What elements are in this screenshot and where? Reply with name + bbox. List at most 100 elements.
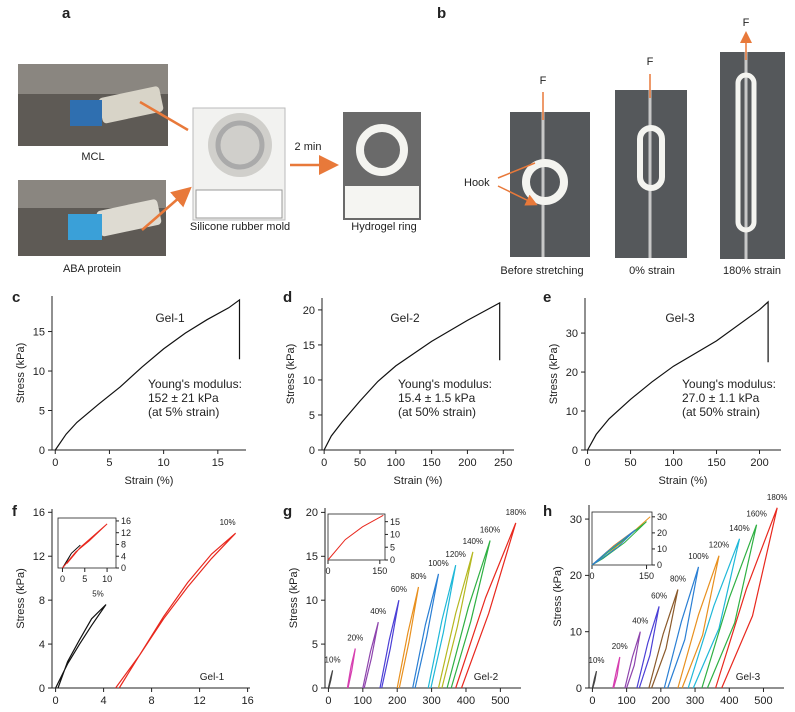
series-label: 180% <box>767 493 787 502</box>
x-tick-label: 100 <box>387 457 405 469</box>
y-tick-label: 16 <box>33 507 45 519</box>
panel-label: a <box>62 5 71 22</box>
y-tick-label: 20 <box>303 305 315 317</box>
x-tick-label: 12 <box>193 695 205 707</box>
y-tick-label: 30 <box>566 328 578 340</box>
y-tick-label: 0 <box>576 683 582 695</box>
y-tick-label: 15 <box>390 517 400 527</box>
x-tick-label: 0 <box>325 566 330 576</box>
y-tick-label: 0 <box>312 683 318 695</box>
panel-label: e <box>543 289 551 306</box>
x-tick-label: 0 <box>53 695 59 707</box>
caption: ABA protein <box>63 263 121 275</box>
data-line <box>612 656 621 689</box>
y-tick-label: 5 <box>390 542 395 552</box>
chart: 0 5 10 15 0 5 10 15 Strain (%) Stress (kPa) Gel-1 Y… <box>12 289 246 487</box>
data-line <box>591 529 636 566</box>
x-tick-label: 500 <box>754 695 772 707</box>
force-label: F <box>743 17 750 29</box>
caption: 180% strain <box>723 265 781 277</box>
series-label: 160% <box>746 510 766 519</box>
force-label: F <box>647 56 654 68</box>
series-label: 40% <box>370 607 386 616</box>
caption: 0% strain <box>629 265 675 277</box>
y-tick-label: 4 <box>39 639 45 651</box>
panel-label: b <box>437 5 446 22</box>
x-tick-label: 300 <box>686 695 704 707</box>
inset-frame <box>327 513 386 561</box>
annotation-label: Gel-3 <box>736 672 761 683</box>
y-tick-label: 15 <box>306 551 318 563</box>
clip <box>68 214 102 240</box>
ring <box>637 125 665 191</box>
annotation-label: Gel-2 <box>474 672 499 683</box>
series-label: 80% <box>670 574 686 583</box>
y-tick-label: 10 <box>33 366 45 378</box>
data-line <box>323 301 501 451</box>
x-tick-label: 100 <box>354 695 372 707</box>
x-axis-label: Strain (%) <box>659 475 708 487</box>
series-label: 160% <box>480 525 500 534</box>
y-tick-label: 20 <box>566 367 578 379</box>
ring <box>356 124 408 176</box>
y-tick-label: 0 <box>390 555 395 565</box>
series-label: 20% <box>612 642 628 651</box>
y-axis-label: Stress (kPa) <box>15 568 27 629</box>
caption: MCL <box>81 151 104 163</box>
series-label: 10% <box>325 655 341 664</box>
data-line <box>62 523 108 569</box>
chart: 01020300100200300400500Strain (%)Stress … <box>543 493 787 707</box>
data-line <box>591 670 598 689</box>
data-line <box>379 600 400 689</box>
x-tick-label: 300 <box>422 695 440 707</box>
y-tick-label: 0 <box>39 683 45 695</box>
x-tick-label: 0 <box>321 457 327 469</box>
x-tick-label: 100 <box>664 457 682 469</box>
x-tick-label: 5 <box>82 574 87 584</box>
series-label: 140% <box>729 524 749 533</box>
chart: 0 48 12 16 0 5 10 <box>57 516 131 584</box>
y-tick-label: 30 <box>570 514 582 526</box>
y-tick-label: 10 <box>566 406 578 418</box>
chart: 051015200100200300400500Strain (%)Stress… <box>283 503 526 707</box>
y-tick-label: 15 <box>303 340 315 352</box>
data-line <box>663 566 700 689</box>
annotation-label: Gel-1 <box>200 672 225 683</box>
series-label: 10% <box>220 518 236 527</box>
y-tick-label: 5 <box>312 639 318 651</box>
y-tick-label: 10 <box>657 544 667 554</box>
annotation-line: Young's modulus: <box>398 377 492 391</box>
y-tick-label: 0 <box>572 445 578 457</box>
series-label: 100% <box>428 559 448 568</box>
x-tick-label: 0 <box>585 457 591 469</box>
panel-a: a MCL ABA protein Silicone rubber mold 2… <box>18 5 421 275</box>
y-axis-label: Stress (kPa) <box>15 343 27 404</box>
series-label: 120% <box>445 550 465 559</box>
y-tick-label: 20 <box>306 507 318 519</box>
panel-label: g <box>283 503 292 520</box>
data-line <box>115 532 237 689</box>
data-line <box>437 551 474 689</box>
y-tick-label: 16 <box>121 516 131 526</box>
annotation-line: (at 5% strain) <box>148 405 219 419</box>
x-tick-label: 5 <box>106 457 112 469</box>
x-tick-label: 150 <box>422 457 440 469</box>
x-tick-label: 50 <box>354 457 366 469</box>
x-tick-label: 10 <box>158 457 170 469</box>
x-tick-label: 0 <box>52 457 58 469</box>
series-label: 100% <box>688 552 708 561</box>
data-line <box>715 507 778 689</box>
x-tick-label: 200 <box>388 695 406 707</box>
y-tick-label: 0 <box>309 445 315 457</box>
series-label: 10% <box>589 656 605 665</box>
force-label: F <box>540 75 547 87</box>
annotation-label: Gel-2 <box>390 311 420 325</box>
x-tick-label: 0 <box>60 574 65 584</box>
annotation-line: Young's modulus: <box>148 377 242 391</box>
annotation-line: 152 ± 21 kPa <box>148 391 219 405</box>
vial <box>98 86 164 124</box>
caption: Silicone rubber mold <box>190 221 290 233</box>
y-tick-label: 5 <box>309 410 315 422</box>
